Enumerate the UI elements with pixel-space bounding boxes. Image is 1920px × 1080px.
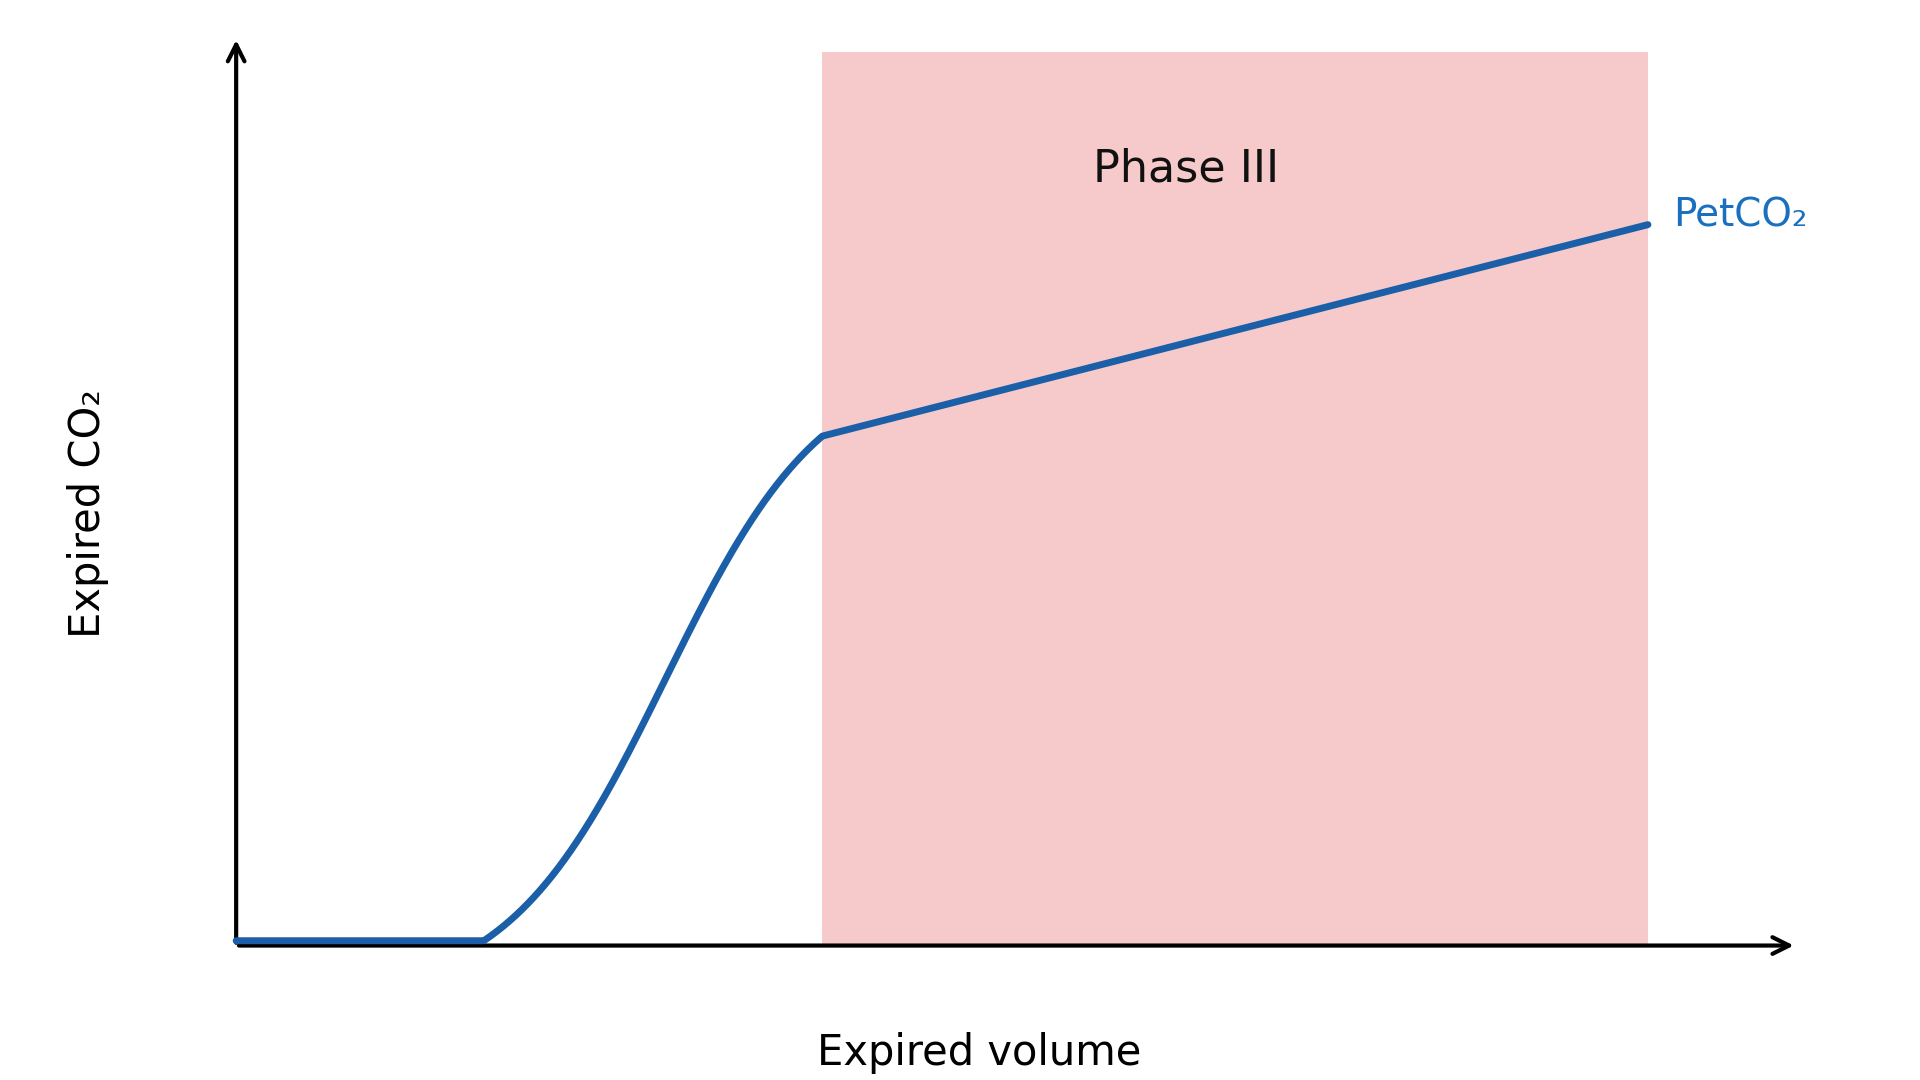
Bar [822, 52, 1647, 946]
Text: PetCO₂: PetCO₂ [1672, 197, 1807, 234]
Text: Expired CO₂: Expired CO₂ [67, 389, 109, 637]
Text: Expired volume: Expired volume [818, 1032, 1140, 1074]
Text: Phase III: Phase III [1092, 148, 1279, 191]
